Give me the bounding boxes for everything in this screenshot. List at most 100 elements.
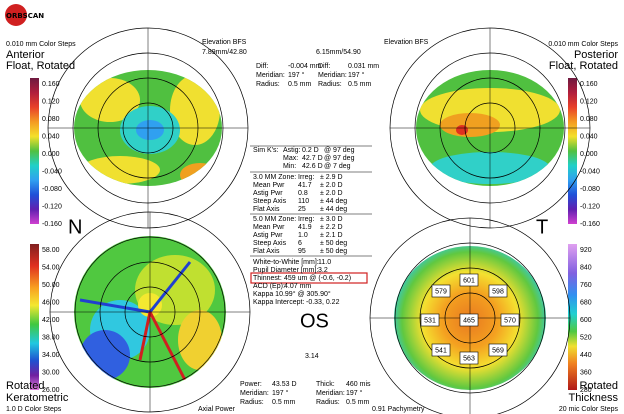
summary-cell: Steep Axis (253, 240, 287, 247)
scale-label: -0.080 (42, 186, 62, 193)
summary-cell: Mean Pwr (253, 224, 285, 231)
readout-label: Diff: (256, 63, 268, 70)
scale-label: -0.040 (42, 168, 62, 175)
summary-cell: Astig Pwr (253, 232, 283, 239)
summary-cell: ± 2.2 D (320, 224, 343, 231)
scale-label: 760 (580, 282, 592, 289)
summary-cell: 25 (298, 206, 306, 213)
map-title: Anterior (6, 49, 45, 61)
summary-cell: ± 2.0 D (320, 190, 343, 197)
summary-cell: @ 97 deg (324, 155, 355, 162)
scale-label: -0.080 (580, 186, 600, 193)
bfs-label: Elevation BFS (384, 39, 429, 46)
readout-label: Thick: (316, 381, 335, 388)
summary-cell: ± 50 deg (320, 240, 347, 247)
summary-cell: Kappa Intercept: (253, 299, 304, 306)
scale-label: 600 (580, 317, 592, 324)
summary-cell: 3.0 MM Zone: (253, 174, 296, 181)
summary-cell: Min: (283, 163, 296, 170)
scale-label: 840 (580, 264, 592, 271)
summary-cell: ± 2.1 D (320, 232, 343, 239)
scale-label: -0.120 (42, 203, 62, 210)
scale-label: 58.00 (42, 247, 60, 254)
summary-cell: 4.07 mm (284, 283, 311, 290)
posterior-scale-bar (568, 78, 577, 224)
scale-label: -0.160 (42, 221, 62, 228)
readout-value: 197 ° (288, 71, 305, 79)
summary-cell: ACD (Ep): (253, 283, 285, 290)
scale-label: 0.120 (580, 98, 598, 105)
scale-label: 50.00 (42, 282, 60, 289)
summary-cell: White-to-White [mm]: (253, 259, 319, 266)
thickness-scale-bar (568, 244, 577, 390)
summary-cell: Kappa 10.99° @ 305.90° (253, 290, 331, 298)
summary-cell: 3.2 (318, 267, 328, 274)
readout-label: Radius: (256, 81, 280, 88)
summary-cell: 5.0 MM Zone: (253, 216, 296, 223)
summary-cell: Mean Pwr (253, 182, 285, 189)
thickness-point: 541 (435, 347, 447, 354)
thickness-point: 531 (424, 317, 436, 324)
thickness-point-box (431, 284, 451, 298)
summary-cell: Sim K's: (253, 147, 279, 154)
summary-cell: Thinnest: (253, 275, 282, 282)
color-steps: 20 mic Color Steps (559, 406, 619, 413)
thickness-point-box (488, 284, 508, 298)
scale-label: 0.080 (580, 116, 598, 123)
readout-value: 460 mis (346, 381, 371, 388)
map-subtitle: Rotated (579, 380, 618, 392)
summary-cell: 6 (298, 240, 302, 247)
scale-label: 0.120 (42, 98, 60, 105)
summary-cell: @ 97 deg (324, 147, 355, 154)
scale-label: -0.120 (580, 203, 600, 210)
readout-label: Meridian: (256, 72, 285, 79)
summary-cell: ± 2.9 D (320, 174, 343, 181)
scale-label: 34.00 (42, 352, 60, 359)
scale-label: 26.00 (42, 387, 60, 394)
summary-cell: Irreg: (298, 216, 314, 223)
thickness-point: 563 (463, 355, 475, 362)
color-steps: 0.010 mm Color Steps (548, 41, 618, 48)
thickness-point: 569 (492, 347, 504, 354)
summary-cell: ± 2.0 D (320, 182, 343, 189)
map-subtitle: Float, Rotated (6, 60, 75, 72)
thickness-point: 601 (463, 277, 475, 284)
bfs-value: 7.89mm/42.80 (202, 49, 247, 56)
readout-value: 0.5 mm (272, 399, 296, 406)
summary-cell: Astig Pwr (253, 190, 283, 197)
summary-cell: 42.6 D (302, 163, 323, 170)
readout-label: Meridian: (316, 390, 345, 397)
readout-label: Radius: (316, 399, 340, 406)
scale-note: 3.14 (305, 353, 319, 360)
scale-label: -0.040 (580, 168, 600, 175)
readout-value: 0.5 mm (346, 399, 370, 406)
map-title: Posterior (574, 49, 618, 61)
map-title: Thickness (568, 392, 618, 404)
readout-value: 197 ° (272, 389, 289, 397)
summary-cell: Flat Axis (253, 206, 280, 213)
scale-label: 38.00 (42, 334, 60, 341)
readout-value: -0.004 mm (288, 63, 322, 70)
scale-label: 46.00 (42, 299, 60, 306)
scale-label: 360 (580, 369, 592, 376)
scale-label: 0.040 (42, 133, 60, 140)
scale-label: 0.080 (42, 116, 60, 123)
summary-cell: 41.9 (298, 224, 312, 231)
thickness-point: 598 (492, 288, 504, 295)
summary-cell: -0.33, 0.22 (306, 299, 340, 306)
summary-cell: 459 um @ (-0.6, -0.2) (284, 275, 351, 282)
bfs-label: Elevation BFS (202, 39, 247, 46)
thickness-point-box (459, 351, 479, 365)
scale-label: 680 (580, 299, 592, 306)
map-type: Axial Power (198, 406, 236, 413)
scale-label: 920 (580, 247, 592, 254)
summary-cell: Pupil Diameter [mm]: (253, 267, 318, 274)
summary-cell: ± 44 deg (320, 198, 347, 205)
summary-cell: Irreg: (298, 174, 314, 181)
thickness-point-box (420, 313, 440, 327)
scale-label: 0.000 (580, 151, 598, 158)
temporal-label: T (536, 216, 548, 238)
readout-label: Diff: (318, 63, 330, 70)
thickness-point: 579 (435, 288, 447, 295)
map-type: 0.91 Pachymetry (372, 406, 425, 413)
